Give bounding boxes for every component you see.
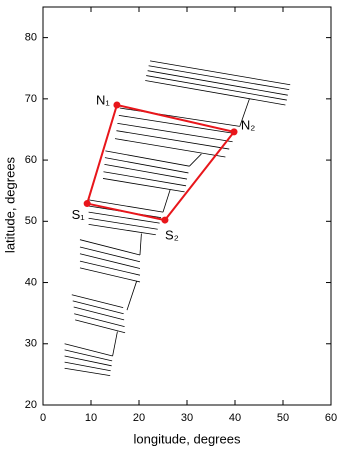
y-tick-label: 50: [25, 215, 37, 227]
corner-label: S₂: [165, 228, 179, 243]
track: [74, 313, 125, 328]
track: [116, 130, 230, 150]
x-tick-label: 30: [181, 412, 193, 424]
track: [118, 114, 237, 135]
x-tick-label: 40: [229, 412, 241, 424]
track: [105, 150, 190, 167]
y-tick-label: 30: [25, 338, 37, 350]
corner-label: N₂: [241, 117, 255, 132]
y-tick-label: 20: [25, 399, 37, 411]
track: [145, 80, 286, 106]
track: [71, 294, 124, 309]
x-tick-label: 10: [85, 412, 97, 424]
track: [88, 211, 160, 224]
y-tick-label: 40: [25, 276, 37, 288]
track: [139, 233, 142, 256]
x-tick-label: 60: [325, 412, 337, 424]
track: [72, 300, 124, 315]
corner-point: [113, 101, 121, 109]
track: [88, 217, 158, 230]
track: [79, 246, 141, 263]
x-tick-label: 20: [133, 412, 145, 424]
y-tick-label: 70: [25, 93, 37, 105]
y-tick-label: 80: [25, 32, 37, 44]
track: [126, 281, 137, 311]
track: [117, 122, 233, 143]
track: [147, 70, 288, 96]
track: [114, 138, 226, 158]
x-tick-label: 0: [40, 412, 46, 424]
x-axis-label: longitude, degrees: [134, 431, 241, 446]
track: [64, 367, 111, 377]
track: [146, 75, 287, 101]
track: [73, 306, 125, 321]
y-axis-label: latitude, degrees: [2, 156, 17, 253]
track: [79, 260, 141, 276]
track: [112, 331, 118, 357]
track: [64, 361, 111, 372]
track: [239, 98, 250, 127]
track: [64, 349, 113, 362]
corner-point: [230, 128, 238, 136]
track: [148, 65, 290, 91]
track: [79, 239, 141, 256]
x-tick-label: 50: [277, 412, 289, 424]
corner-point: [161, 216, 169, 224]
track: [79, 267, 141, 283]
track: [88, 223, 156, 236]
track: [64, 343, 113, 357]
track: [79, 253, 141, 269]
track: [189, 153, 202, 167]
corner-label: N₁: [96, 92, 110, 107]
track: [104, 163, 188, 180]
track: [102, 178, 185, 193]
track: [149, 60, 291, 86]
corner-label: S₁: [72, 207, 86, 222]
corner-point: [83, 200, 91, 208]
track: [104, 157, 189, 174]
track: [103, 171, 187, 187]
track: [64, 355, 112, 367]
track: [75, 319, 126, 334]
track: [88, 199, 164, 213]
y-tick-label: 60: [25, 154, 37, 166]
track: [162, 189, 171, 213]
